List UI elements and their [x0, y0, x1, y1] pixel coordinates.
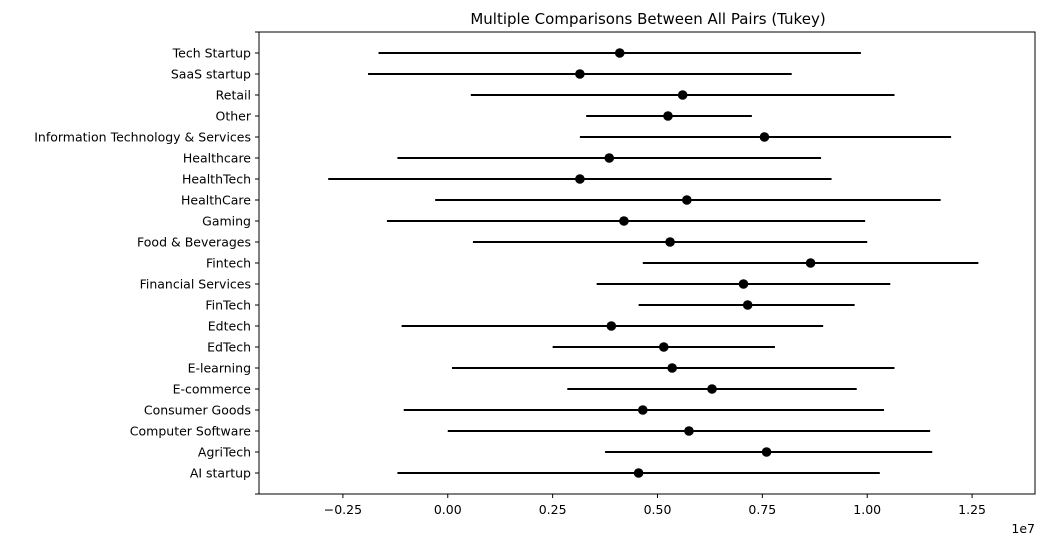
mean-marker — [677, 90, 688, 100]
mean-marker — [638, 405, 648, 415]
mean-marker — [805, 258, 816, 268]
y-tick-label: Other — [216, 109, 252, 124]
mean-marker — [633, 468, 644, 478]
mean-marker — [575, 174, 585, 184]
mean-marker — [738, 279, 749, 289]
mean-marker — [684, 426, 694, 436]
mean-marker — [619, 216, 629, 226]
y-tick-label: EdTech — [207, 340, 251, 355]
y-tick-label: Tech Startup — [172, 46, 251, 61]
mean-marker — [682, 195, 692, 205]
y-tick-label: E-commerce — [173, 382, 252, 397]
y-tick-label: Consumer Goods — [144, 403, 251, 418]
x-tick-label: 0.25 — [539, 502, 567, 517]
y-axis: Tech Startup SaaS startup Retail Other Infor… — [34, 31, 259, 495]
y-tick-label: Edtech — [208, 319, 251, 334]
chart-title: Multiple Comparisons Between All Pairs (… — [470, 10, 825, 28]
mean-marker — [604, 153, 615, 163]
mean-marker — [614, 48, 625, 58]
x-tick-label: −0.25 — [324, 502, 362, 517]
y-tick-label: HealthTech — [182, 172, 251, 187]
x-tick-label: 0.00 — [434, 502, 462, 517]
y-tick-label: Gaming — [202, 214, 251, 229]
y-tick-label: Healthcare — [183, 151, 251, 166]
y-tick-label: Fintech — [206, 256, 251, 271]
y-tick-label: SaaS startup — [171, 67, 251, 82]
mean-marker — [606, 321, 617, 331]
y-tick-label: Food & Beverages — [137, 235, 251, 250]
mean-marker — [575, 69, 585, 79]
mean-marker — [761, 447, 772, 457]
y-tick-label: Computer Software — [130, 424, 252, 439]
mean-marker — [742, 300, 753, 310]
y-tick-label: FinTech — [205, 298, 251, 313]
mean-marker — [658, 342, 669, 352]
y-tick-label: Financial Services — [140, 277, 251, 292]
y-tick-label: E-learning — [188, 361, 251, 376]
y-tick-label: HealthCare — [181, 193, 251, 208]
mean-marker — [667, 363, 677, 373]
mean-marker — [707, 384, 717, 394]
plot-marks — [328, 48, 979, 478]
x-axis: −0.25 0.00 0.25 0.50 0.75 1.00 1.25 — [324, 494, 986, 517]
y-tick-label: AgriTech — [198, 445, 251, 460]
x-offset-label: 1e7 — [1011, 521, 1035, 536]
x-tick-label: 1.25 — [958, 502, 986, 517]
y-tick-label: Retail — [216, 88, 251, 103]
mean-marker — [665, 237, 675, 247]
mean-marker — [759, 132, 770, 142]
x-tick-label: 0.75 — [748, 502, 776, 517]
x-tick-label: 1.00 — [853, 502, 881, 517]
x-tick-label: 0.50 — [644, 502, 672, 517]
y-tick-label: AI startup — [190, 466, 251, 481]
y-tick-label: Information Technology & Services — [34, 130, 251, 145]
mean-marker — [663, 111, 673, 121]
